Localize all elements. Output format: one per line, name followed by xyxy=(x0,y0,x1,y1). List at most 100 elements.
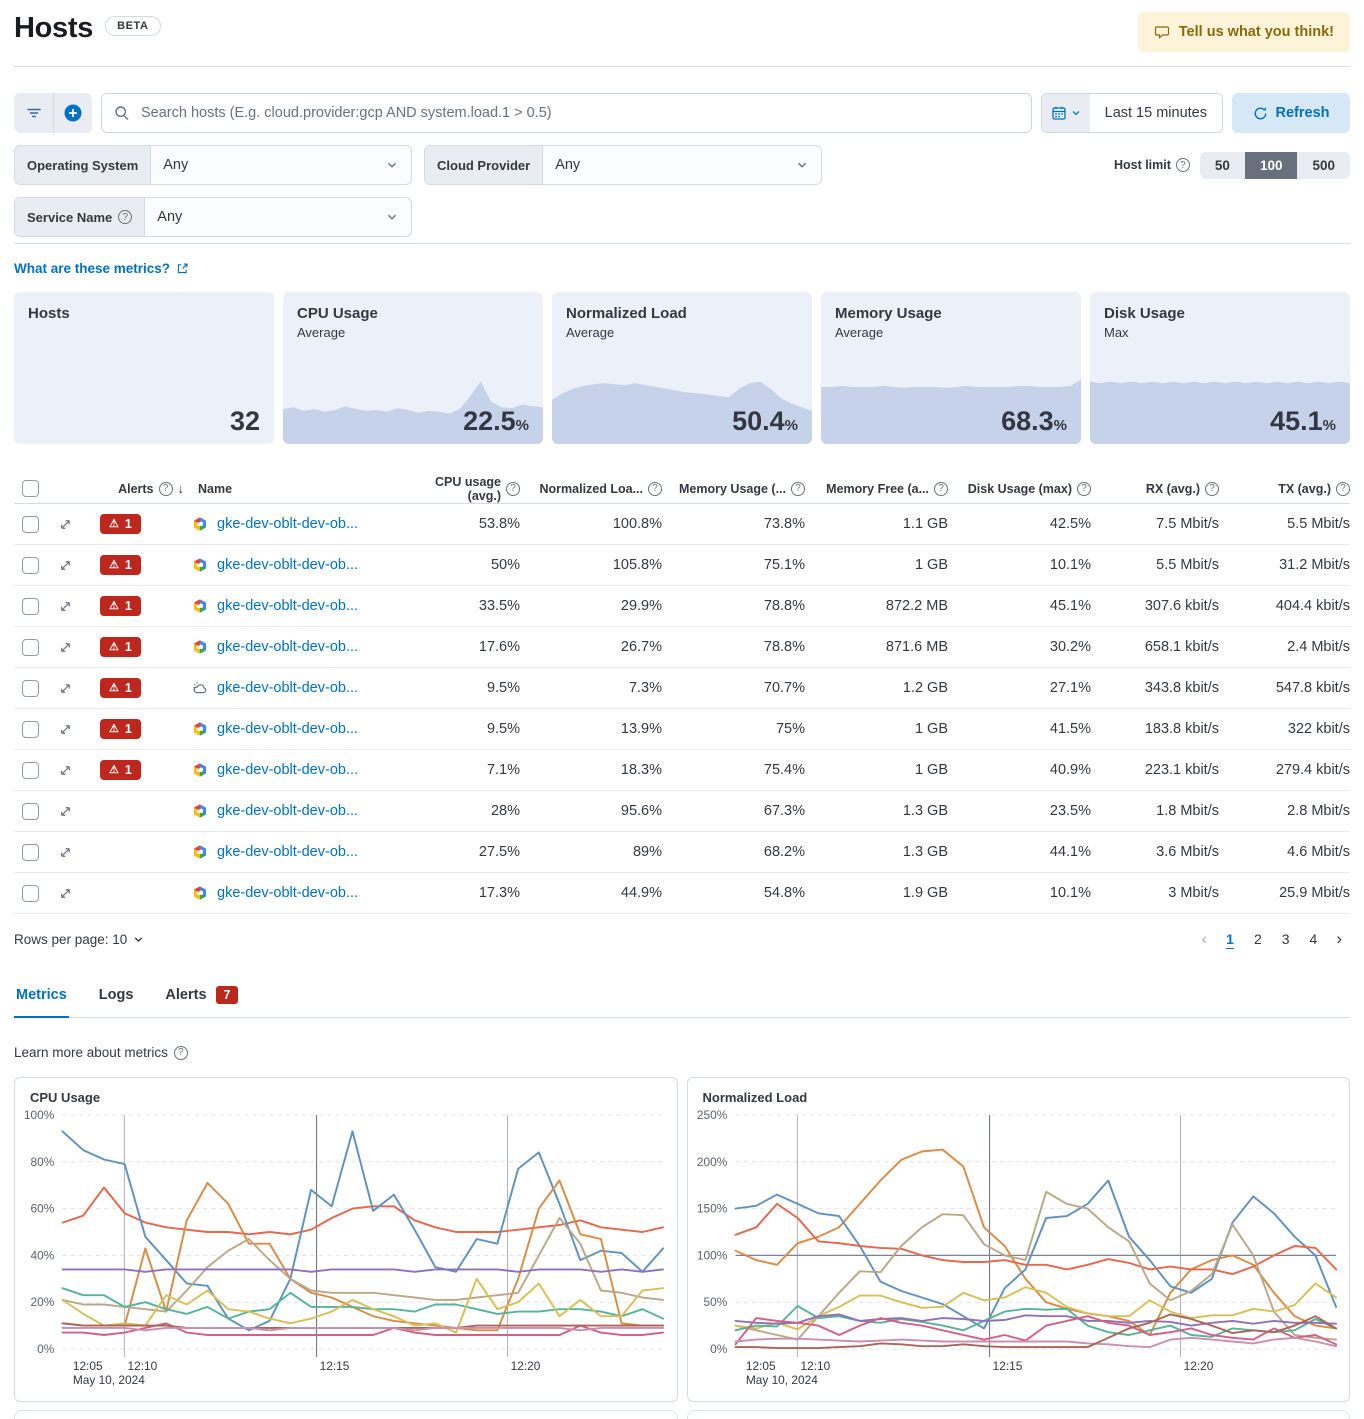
expand-icon[interactable] xyxy=(58,722,73,737)
host-name-link[interactable]: gke-dev-oblt-dev-ob... xyxy=(192,762,358,778)
prev-page-button[interactable]: ‹ xyxy=(1193,929,1215,949)
expand-icon[interactable] xyxy=(58,681,73,696)
what-are-these-metrics-link[interactable]: What are these metrics? xyxy=(14,261,189,276)
row-checkbox[interactable] xyxy=(22,557,39,574)
kpi-tile[interactable]: CPU Usage Average 22.5% xyxy=(283,292,543,444)
alert-badge[interactable]: ⚠ 1 xyxy=(100,514,141,534)
alert-badge[interactable]: ⚠ 1 xyxy=(100,596,141,616)
feedback-button[interactable]: Tell us what you think! xyxy=(1138,12,1350,52)
gcp-icon xyxy=(192,762,208,778)
row-checkbox[interactable] xyxy=(22,721,39,738)
page-1-button[interactable]: 1 xyxy=(1217,927,1243,951)
cloud-provider-value: Any xyxy=(543,146,783,184)
alert-count: 1 xyxy=(125,681,132,695)
memory-usage-cell: 75.4% xyxy=(662,762,805,778)
alert-badge[interactable]: ⚠ 1 xyxy=(100,637,141,657)
rows-per-page[interactable]: Rows per page: 10 xyxy=(14,932,144,947)
column-alerts[interactable]: Alerts ? ↓ xyxy=(92,481,188,496)
host-limit-option-100[interactable]: 100 xyxy=(1245,152,1298,179)
expand-icon[interactable] xyxy=(58,845,73,860)
expand-icon[interactable] xyxy=(58,599,73,614)
host-name-link[interactable]: gke-dev-oblt-dev-ob... xyxy=(192,803,358,819)
kpi-tile[interactable]: Hosts 32 xyxy=(14,292,274,444)
filter-button[interactable] xyxy=(14,93,53,133)
tab-alerts[interactable]: Alerts 7 xyxy=(163,978,240,1017)
host-limit-option-500[interactable]: 500 xyxy=(1297,152,1350,179)
column-cpu-usage[interactable]: CPU usage (avg.)? xyxy=(404,475,520,503)
page-2-button[interactable]: 2 xyxy=(1245,927,1271,951)
learn-more-about-metrics[interactable]: Learn more about metrics ? xyxy=(14,1045,1350,1060)
next-page-button[interactable]: › xyxy=(1328,929,1350,949)
column-name[interactable]: Name xyxy=(188,482,404,496)
gcp-icon xyxy=(192,639,208,655)
row-checkbox[interactable] xyxy=(22,639,39,656)
column-memory-free[interactable]: Memory Free (a...? xyxy=(805,482,948,496)
add-filter-button[interactable] xyxy=(53,93,92,133)
expand-icon[interactable] xyxy=(58,517,73,532)
normalized-load-cell: 44.9% xyxy=(520,885,662,901)
column-rx[interactable]: RX (avg.)? xyxy=(1091,482,1219,496)
alert-badge[interactable]: ⚠ 1 xyxy=(100,760,141,780)
expand-icon[interactable] xyxy=(58,886,73,901)
kpi-value: 32 xyxy=(230,406,260,437)
alert-badge[interactable]: ⚠ 1 xyxy=(100,678,141,698)
row-checkbox[interactable] xyxy=(22,803,39,820)
kpi-tile[interactable]: Memory Usage Average 68.3% xyxy=(821,292,1081,444)
kpi-tile[interactable]: Disk Usage Max 45.1% xyxy=(1090,292,1350,444)
search-input[interactable] xyxy=(139,104,1019,122)
column-tx[interactable]: TX (avg.)? xyxy=(1219,482,1350,496)
refresh-button[interactable]: Refresh xyxy=(1232,93,1350,133)
alert-count: 1 xyxy=(125,640,132,654)
host-name-link[interactable]: gke-dev-oblt-dev-ob... xyxy=(192,680,358,696)
select-all-checkbox[interactable] xyxy=(22,480,39,497)
expand-icon[interactable] xyxy=(58,763,73,778)
help-icon: ? xyxy=(1176,158,1190,172)
disk-usage-cell: 40.9% xyxy=(948,762,1091,778)
alert-badge[interactable]: ⚠ 1 xyxy=(100,719,141,739)
host-name-link[interactable]: gke-dev-oblt-dev-ob... xyxy=(192,557,358,573)
normalized-load-cell: 100.8% xyxy=(520,516,662,532)
row-checkbox[interactable] xyxy=(22,844,39,861)
alert-badge[interactable]: ⚠ 1 xyxy=(100,555,141,575)
tab-metrics[interactable]: Metrics xyxy=(14,978,69,1017)
memory-usage-cell: 73.8% xyxy=(662,516,805,532)
row-checkbox[interactable] xyxy=(22,516,39,533)
host-name-link[interactable]: gke-dev-oblt-dev-ob... xyxy=(192,639,358,655)
host-name-link[interactable]: gke-dev-oblt-dev-ob... xyxy=(192,844,358,860)
expand-icon[interactable] xyxy=(58,640,73,655)
row-checkbox[interactable] xyxy=(22,598,39,615)
cloud-provider-select[interactable]: Cloud Provider Any xyxy=(424,145,822,185)
svg-text:250%: 250% xyxy=(696,1109,726,1122)
row-checkbox[interactable] xyxy=(22,680,39,697)
column-disk-usage[interactable]: Disk Usage (max)? xyxy=(948,482,1091,496)
filter-icon xyxy=(26,105,42,121)
calendar-button[interactable] xyxy=(1042,94,1090,132)
page-4-button[interactable]: 4 xyxy=(1301,927,1327,951)
host-name-link[interactable]: gke-dev-oblt-dev-ob... xyxy=(192,885,358,901)
row-checkbox[interactable] xyxy=(22,762,39,779)
expand-icon[interactable] xyxy=(58,558,73,573)
host-name-link[interactable]: gke-dev-oblt-dev-ob... xyxy=(192,721,358,737)
operating-system-select[interactable]: Operating System Any xyxy=(14,145,412,185)
column-normalized-load[interactable]: Normalized Loa...? xyxy=(520,482,662,496)
column-memory-usage[interactable]: Memory Usage (...? xyxy=(662,482,805,496)
cpu-usage-cell: 50% xyxy=(404,557,520,573)
row-checkbox[interactable] xyxy=(22,885,39,902)
page-3-button[interactable]: 3 xyxy=(1273,927,1299,951)
tab-logs[interactable]: Logs xyxy=(97,978,136,1017)
refresh-icon xyxy=(1253,106,1268,121)
time-range-value[interactable]: Last 15 minutes xyxy=(1090,94,1222,132)
svg-text:12:10: 12:10 xyxy=(800,1360,830,1373)
service-name-select[interactable]: Service Name ? Any xyxy=(14,197,412,237)
host-name-link[interactable]: gke-dev-oblt-dev-ob... xyxy=(192,516,358,532)
svg-text:50%: 50% xyxy=(703,1296,727,1309)
expand-icon[interactable] xyxy=(58,804,73,819)
disk-usage-cell: 10.1% xyxy=(948,885,1091,901)
host-limit-option-50[interactable]: 50 xyxy=(1200,152,1245,179)
host-name-link[interactable]: gke-dev-oblt-dev-ob... xyxy=(192,598,358,614)
kpi-value: 45.1% xyxy=(1270,406,1336,437)
kpi-tile[interactable]: Normalized Load Average 50.4% xyxy=(552,292,812,444)
host-name: gke-dev-oblt-dev-ob... xyxy=(217,680,358,696)
